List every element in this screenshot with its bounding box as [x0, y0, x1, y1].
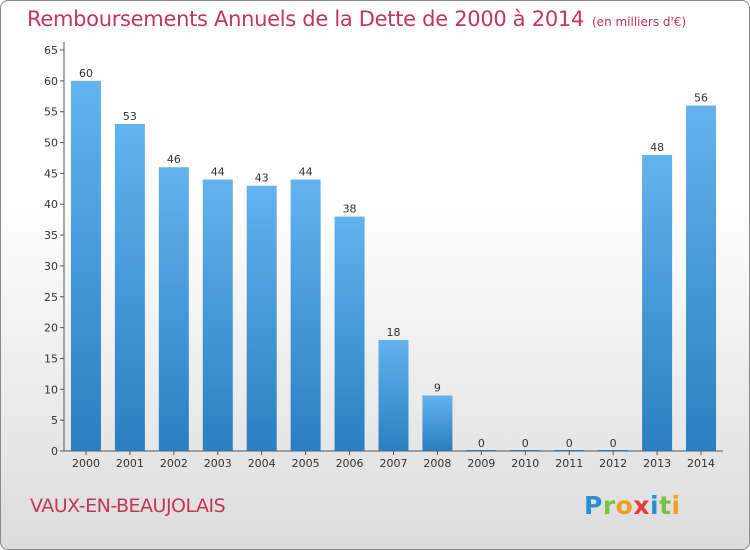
bar [158, 167, 189, 451]
bar-value-label: 48 [650, 141, 664, 154]
bar-value-label: 38 [343, 203, 357, 216]
bar-value-label: 43 [255, 172, 269, 185]
bar [598, 450, 629, 451]
y-tick-label: 40 [44, 198, 58, 211]
y-tick-label: 25 [44, 291, 58, 304]
logo-letter: t [659, 491, 672, 520]
x-tick-label: 2010 [511, 457, 539, 470]
y-tick-label: 55 [44, 106, 58, 119]
x-tick-label: 2009 [467, 457, 495, 470]
y-tick-label: 20 [44, 322, 58, 335]
x-tick-label: 2005 [292, 457, 320, 470]
logo-letter: x [633, 491, 650, 520]
y-tick-label: 45 [44, 167, 58, 180]
proxiti-logo: Proxiti [584, 491, 681, 520]
bars [70, 80, 717, 452]
bar-value-label: 44 [211, 166, 225, 179]
x-tick-label: 2014 [687, 457, 715, 470]
logo-letter: r [602, 491, 616, 520]
axes: 0 5 10 15 20 25 30 35 40 45 50 55 60 65 2000 2001 2002 20… [44, 42, 723, 470]
logo-letter: o [615, 491, 634, 520]
bar [510, 450, 541, 451]
bar-value-label: 18 [387, 326, 401, 339]
bar [642, 154, 673, 451]
y-tick-label: 35 [44, 229, 58, 242]
bar [246, 185, 277, 451]
y-tick-label: 5 [51, 414, 58, 427]
chart-title: Remboursements Annuels de la Dette de 20… [27, 7, 686, 31]
bar [70, 80, 101, 451]
x-tick-label: 2008 [423, 457, 451, 470]
logo-letter: i [671, 491, 681, 520]
logo-letter: P [584, 491, 603, 520]
bar-value-label: 44 [299, 166, 313, 179]
bar-value-label: 9 [434, 381, 441, 394]
x-tick-label: 2011 [555, 457, 583, 470]
bar [114, 124, 145, 452]
bar-value-label: 46 [167, 153, 181, 166]
logo-letter: i [650, 491, 660, 520]
bar-value-label: 0 [610, 437, 617, 450]
commune-name: VAUX-EN-BEAUJOLAIS [30, 495, 226, 517]
x-tick-label: 2001 [116, 457, 144, 470]
x-tick-label: 2000 [72, 457, 100, 470]
bar-value-label: 0 [522, 437, 529, 450]
bar [554, 450, 585, 451]
y-tick-label: 0 [51, 445, 58, 458]
x-tick-label: 2007 [380, 457, 408, 470]
y-tick-label: 30 [44, 260, 58, 273]
y-tick-label: 50 [44, 137, 58, 150]
x-tick-label: 2002 [160, 457, 188, 470]
y-tick-label: 60 [44, 75, 58, 88]
y-tick-label: 15 [44, 352, 58, 365]
data-labels: 60 53 46 44 43 44 38 18 9 0 0 0 0 48 56 [79, 67, 708, 450]
bar [378, 339, 409, 451]
bar-value-label: 60 [79, 67, 93, 80]
title-text: Remboursements Annuels de la Dette de 20… [27, 7, 584, 31]
x-tick-label: 2006 [336, 457, 364, 470]
y-tick-label: 10 [44, 383, 58, 396]
x-tick-label: 2013 [643, 457, 671, 470]
bar-value-label: 56 [694, 92, 708, 105]
bar-value-label: 53 [123, 110, 137, 123]
bar [202, 179, 233, 452]
bar [466, 450, 497, 451]
chart-subtitle: (en milliers d'€) [592, 15, 687, 29]
x-tick-label: 2012 [599, 457, 627, 470]
bar-value-label: 0 [566, 437, 573, 450]
bar [422, 395, 453, 451]
y-tick-label: 65 [44, 44, 58, 57]
bar [334, 216, 365, 451]
bar [290, 179, 321, 452]
bar-value-label: 0 [478, 437, 485, 450]
x-tick-label: 2003 [204, 457, 232, 470]
x-tick-label: 2004 [248, 457, 276, 470]
bar [686, 105, 717, 452]
